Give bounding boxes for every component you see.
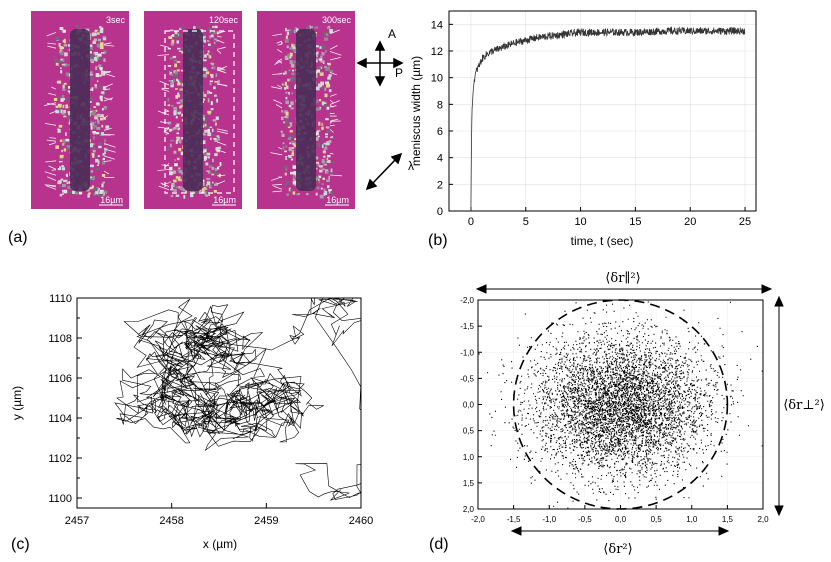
polarizer-label: P (395, 66, 403, 80)
tick-label-x: 25 (739, 216, 751, 228)
polarizer-cross-icon (356, 40, 404, 87)
tick-label-x: 1,5 (722, 515, 734, 524)
tick-label-y: 1102 (48, 453, 72, 465)
tick-label-x: -1,0 (542, 515, 556, 524)
tick-label-x: 2459 (254, 515, 278, 527)
tick-label-y: 8 (437, 99, 443, 111)
panel-a: 3sec 16µm 120sec 16µm 300sec 16µm A P λ (a) (8, 11, 414, 246)
tick-label-y: 2,0 (463, 505, 475, 514)
tick-label-y: 1,0 (463, 453, 475, 462)
tick-label-y: 0,0 (463, 401, 475, 410)
particle-trajectory (114, 298, 361, 501)
tick-label-x: 10 (574, 216, 586, 228)
panel-label-a: (a) (8, 229, 28, 246)
tick-label-y: -0,5 (460, 374, 474, 383)
micrograph-1: 3sec 16µm (31, 11, 129, 209)
panel-label-c: (c) (11, 536, 30, 553)
panel-c: 2457 2458 2459 2460 1100 1102 1104 1106 1108 1110… (10, 293, 373, 553)
tick-label-y: 0 (437, 206, 443, 218)
tick-label-x: -0,5 (578, 515, 592, 524)
xlabel-b: time, t (sec) (571, 234, 634, 248)
tick-label-y: 1,5 (463, 479, 475, 488)
parallel-variance-arrow-icon (475, 284, 773, 294)
plot-frame-c (76, 297, 362, 509)
tick-label-y: 0,5 (463, 427, 475, 436)
tick-label-x: 2,0 (757, 515, 769, 524)
perpendicular-variance-arrow-icon (774, 295, 784, 517)
scale-bar-label: 16µm (213, 195, 236, 205)
tick-label-y: 1100 (48, 493, 72, 505)
timestamp-label: 3sec (106, 15, 126, 25)
tick-label-x: -2,0 (471, 515, 485, 524)
tick-label-y: -2,0 (460, 296, 474, 305)
scale-bar-label: 16µm (326, 195, 349, 205)
parallel-variance-label: ⟨δr∥²⟩ (605, 271, 640, 286)
scale-bar-label: 16µm (100, 195, 123, 205)
tick-label-y: 4 (437, 153, 443, 165)
total-variance-label: ⟨δr²⟩ (603, 542, 632, 557)
micrograph-2: 120sec 16µm (144, 11, 242, 209)
ylabel-b: meniscus width (µm) (409, 56, 423, 166)
xlabel-c: x (µm) (203, 537, 237, 551)
right-label-bg (783, 392, 825, 416)
tick-label-x: 1,0 (686, 515, 698, 524)
crystal-spikes (44, 32, 116, 190)
tick-label-y: 2 (437, 179, 443, 191)
tick-label-x: 15 (629, 216, 641, 228)
tick-label-x: 0,0 (615, 515, 627, 524)
scatter-cloud (478, 300, 763, 509)
meniscus-width-line (470, 25, 746, 211)
tick-label-x: 0,5 (651, 515, 663, 524)
micrograph-3: 300sec 16µm (257, 11, 355, 209)
panel-label-d: (d) (429, 536, 449, 553)
tick-label-x: 20 (684, 216, 696, 228)
tick-label-x: 5 (523, 216, 529, 228)
panel-label-b: (b) (428, 232, 448, 249)
tick-label-y: 14 (431, 19, 443, 31)
ylabel-c: y (µm) (10, 386, 24, 420)
panel-b: 0 5 10 15 20 25 0 2 4 6 8 10 12 14 time, t (sec) meni… (409, 10, 757, 249)
lambda-label: λ (408, 159, 414, 173)
tick-label-y: -1,5 (460, 322, 474, 331)
tick-label-y: 12 (431, 46, 443, 58)
analyzer-label: A (388, 27, 396, 41)
timestamp-label: 120sec (209, 15, 239, 25)
tick-label-y: -1,0 (460, 348, 474, 357)
tick-label-y: 10 (431, 73, 443, 85)
tick-label-x: 2458 (159, 515, 183, 527)
total-variance-arrow-icon (510, 526, 730, 536)
tick-label-y: 1106 (48, 373, 72, 385)
channel (296, 29, 316, 191)
tick-label-x: 2460 (349, 515, 373, 527)
perpendicular-variance-label: ⟨δr⊥²⟩ (783, 398, 825, 413)
channel (70, 29, 90, 191)
channel (183, 29, 203, 191)
tick-label-y: 6 (437, 126, 443, 138)
tick-label-y: 1104 (48, 413, 72, 425)
panel-d: -2,0 -1,5 -1,0 -0,5 0,0 0,5 1,0 1,5 2,0-2,0-1,5-… (429, 271, 825, 557)
tick-label-y: 1108 (48, 333, 72, 345)
plot-frame-b (448, 10, 757, 212)
tick-label-y: 1110 (49, 293, 72, 305)
tick-label-x: 2457 (65, 515, 89, 527)
scatter-points (478, 300, 763, 509)
timestamp-label: 300sec (322, 15, 352, 25)
lambda-arrow-icon (365, 152, 403, 191)
tick-label-x: 0 (468, 216, 474, 228)
tick-label-x: -1,5 (507, 515, 521, 524)
crystal-spikes (270, 29, 343, 193)
dashed-box (164, 30, 235, 194)
